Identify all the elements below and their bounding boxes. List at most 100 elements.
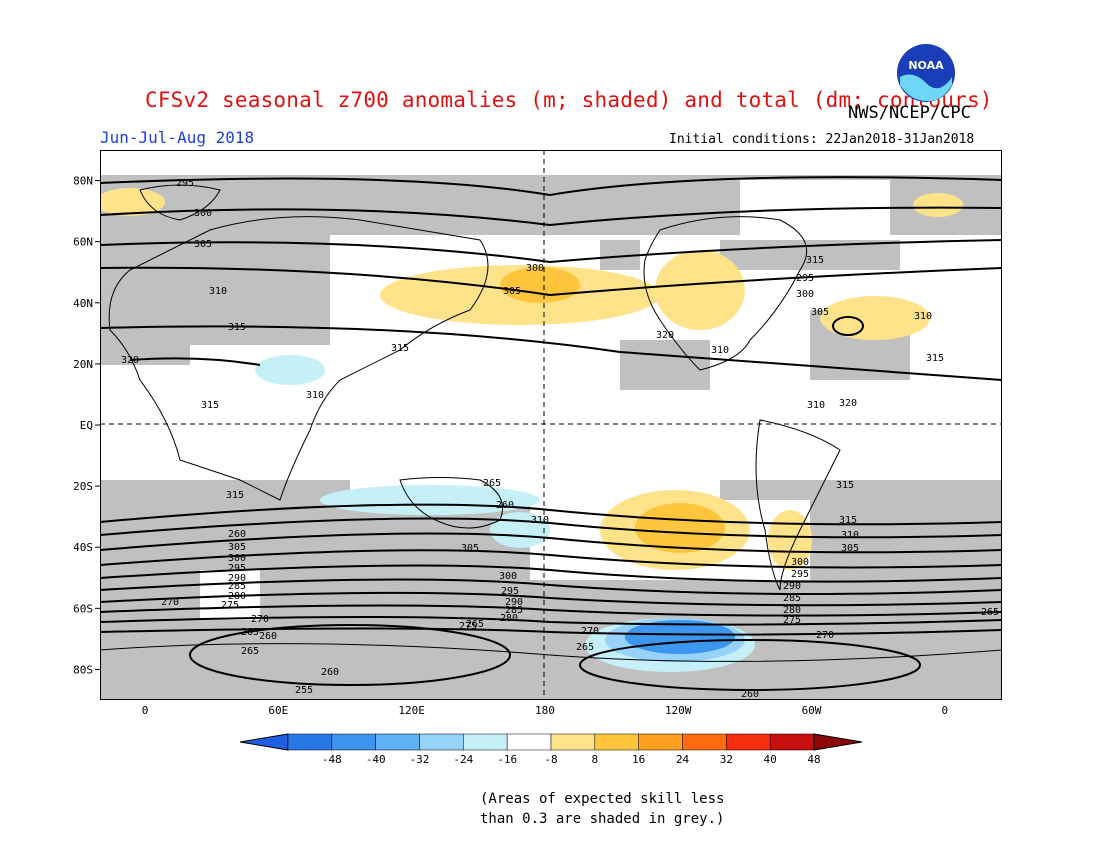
contour-label: 315 [926, 353, 944, 364]
contour-290 [100, 564, 1002, 583]
contour-label: 285 [505, 605, 523, 616]
lat-label: 80S [73, 663, 93, 676]
contour-285 [100, 578, 1002, 595]
contour-label: 315 [836, 480, 854, 491]
contour-label: 300 [526, 263, 544, 274]
contour-label: 310 [711, 345, 729, 356]
contour-300-south [100, 532, 1002, 554]
legend-color-box [375, 733, 420, 751]
skill-note-line-2: than 0.3 are shaded in grey.) [480, 811, 725, 827]
contour-label: 270 [161, 597, 179, 608]
legend-color-box [550, 733, 596, 751]
coastline-antarctica [100, 643, 1002, 662]
legend-color-box [463, 733, 508, 751]
negative-anomaly-indian-ocean [320, 485, 540, 515]
contour-label: 315 [839, 515, 857, 526]
lat-label: EQ [80, 419, 93, 432]
lat-label: 80N [73, 175, 93, 188]
positive-anomaly-north-america [655, 250, 745, 330]
contour-label: 270 [816, 630, 834, 641]
contour-label: 280 [500, 613, 518, 624]
legend-tick-label: 8 [592, 753, 599, 766]
coastline-north-america [643, 216, 808, 371]
contour-295 [100, 176, 1002, 197]
legend-tick-label: -24 [453, 753, 473, 766]
noaa-logo-text: NOAA [908, 59, 944, 72]
contour-275 [100, 604, 1002, 617]
contour-label: 260 [228, 529, 246, 540]
legend-left-arrow [240, 733, 289, 751]
legend-tick-label: -8 [544, 753, 557, 766]
contour-label: 305 [461, 543, 479, 554]
contour-label: 290 [228, 573, 246, 584]
contour-label: 315 [806, 255, 824, 266]
legend-tick-label: -48 [322, 753, 342, 766]
legend-color-box [594, 733, 639, 751]
positive-anomaly-south-america [768, 510, 812, 570]
contour-label: 310 [306, 390, 324, 401]
contour-315 [100, 325, 1002, 381]
contour-label: 320 [839, 398, 857, 409]
legend-color-box [331, 733, 376, 751]
contour-label: 305 [841, 543, 859, 554]
lat-label: 40N [73, 297, 93, 310]
contour-label: 310 [807, 400, 825, 411]
initial-conditions: Initial conditions: 22Jan2018-31Jan2018 [669, 132, 975, 147]
legend-right-arrow [813, 733, 862, 751]
contour-label: 295 [791, 569, 809, 580]
legend-color-box [419, 733, 464, 751]
legend-color-box [506, 733, 552, 751]
contour-label: 265 [241, 627, 259, 638]
chart-title: CFSv2 seasonal z700 anomalies (m; shaded… [145, 88, 993, 112]
contour-305-south [100, 517, 1002, 539]
contour-300 [100, 206, 1002, 227]
contour-label: 260 [741, 689, 759, 700]
legend-color-box [726, 733, 771, 751]
contour-label: 310 [841, 530, 859, 541]
longitude-axis: 0 60E 120E 180 120W 60W 0 [142, 704, 948, 717]
lat-label: 20N [73, 358, 93, 371]
lon-label: 60W [802, 704, 822, 717]
legend-tick-label: 24 [676, 753, 690, 766]
contour-label: 305 [503, 286, 521, 297]
lat-label: 60S [73, 602, 93, 615]
contour-label: 295 [501, 586, 519, 597]
contour-305 [100, 239, 1002, 264]
contour-270 [100, 616, 1002, 626]
legend-tick-label: -40 [366, 753, 386, 766]
lon-label: 0 [142, 704, 149, 717]
lon-label: 120W [665, 704, 692, 717]
contour-label: 285 [783, 593, 801, 604]
legend-color-box [682, 733, 727, 751]
contour-label: 275 [221, 600, 239, 611]
contour-label: 300 [228, 553, 246, 564]
noaa-logo: NOAA [897, 44, 955, 102]
contour-label: 315 [226, 490, 244, 501]
noaa-logo-wave [900, 74, 952, 102]
contour-label: 315 [201, 400, 219, 411]
height-contours [100, 176, 1002, 691]
agency-label: NWS/NCEP/CPC [848, 103, 971, 123]
coastline-south-america [755, 419, 841, 591]
contour-label: 295 [228, 563, 246, 574]
contour-label: 275 [783, 615, 801, 626]
contour-closed-atlantic [832, 316, 864, 336]
contour-label: 300 [796, 289, 814, 300]
legend-tick-label: 32 [720, 753, 733, 766]
coastline-eurasia-africa [108, 216, 489, 501]
contour-label: 295 [176, 178, 194, 189]
contour-label: 265 [483, 478, 501, 489]
lat-label: 20S [73, 480, 93, 493]
legend-tick-label: 40 [764, 753, 777, 766]
contour-295-south [100, 549, 1002, 569]
negative-anomaly-india [255, 355, 325, 385]
lat-label: 60N [73, 236, 93, 249]
legend-color-box [638, 733, 683, 751]
contour-label: 260 [321, 667, 339, 678]
legend-tick-label: -32 [410, 753, 430, 766]
grey-band-south-east [720, 480, 1002, 500]
map-frame [100, 150, 1002, 700]
contour-label: 270 [581, 626, 599, 637]
contour-label: 265 [576, 642, 594, 653]
contour-label: 320 [121, 355, 139, 366]
